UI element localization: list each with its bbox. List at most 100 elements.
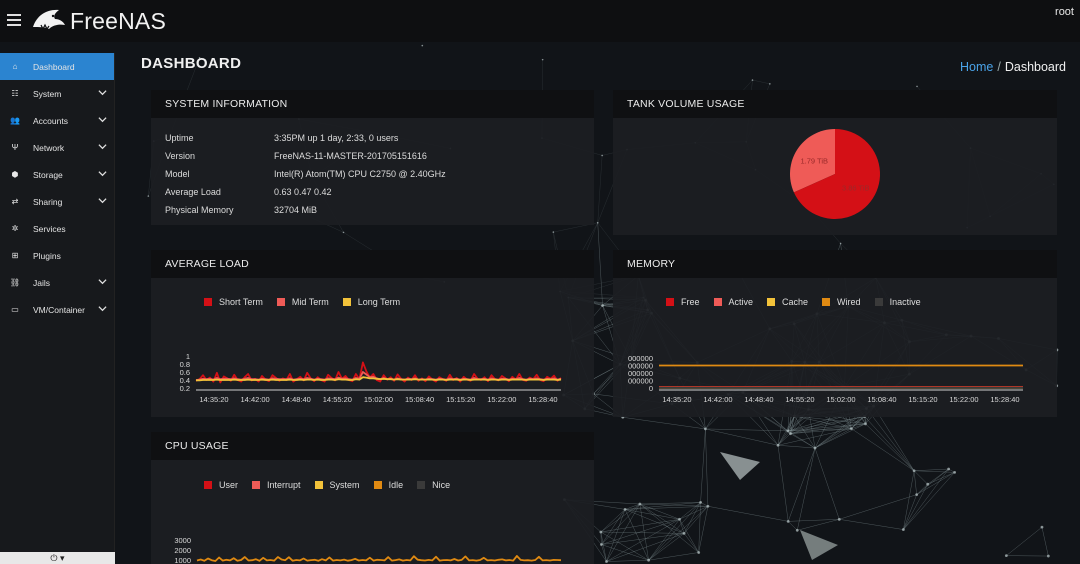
- x-tick-label: 14:55:20: [785, 395, 814, 404]
- legend-swatch: [822, 298, 831, 306]
- pie-slice[interactable]: [790, 129, 835, 193]
- power-menu-button[interactable]: ⏻ ▾: [0, 552, 115, 564]
- legend-swatch: [373, 481, 382, 489]
- sidebar-item-network[interactable]: Ψ Network: [0, 134, 114, 161]
- jail-icon: ⛓: [9, 278, 21, 287]
- system-info-label: Version: [165, 151, 196, 161]
- system-info-label: Physical Memory: [165, 205, 234, 215]
- gear-icon: ✲: [11, 224, 19, 233]
- legend-label: Mid Term: [291, 297, 329, 307]
- x-tick-label: 14:42:00: [241, 395, 270, 404]
- series-line-idle: [196, 555, 562, 562]
- memory-legend: Free Active Cache Wired Inactive: [666, 297, 935, 307]
- breadcrumb-home-link[interactable]: Home: [960, 60, 994, 74]
- monitor-icon: ▭: [11, 305, 19, 314]
- legend-label: Wired: [837, 297, 861, 307]
- legend-label: System: [329, 480, 360, 490]
- y-tick-label: 000000: [628, 369, 653, 378]
- y-tick-label: 0.2: [180, 384, 190, 393]
- y-tick-label: 0.8: [180, 360, 190, 369]
- x-tick-label: 15:28:40: [528, 395, 557, 404]
- legend-item[interactable]: System: [314, 480, 360, 490]
- menu-toggle-icon[interactable]: [7, 14, 21, 26]
- legend-item[interactable]: Wired: [822, 297, 861, 307]
- sidebar-item-label: Storage: [33, 169, 63, 180]
- system-info-row: Average Load 0.63 0.47 0.42: [165, 183, 594, 201]
- legend-item[interactable]: Mid Term: [276, 297, 329, 307]
- average-load-card: AVERAGE LOAD Short Term Mid Term Long Term…: [151, 250, 594, 417]
- legend-label: Cache: [782, 297, 809, 307]
- sidebar-item-vm-container[interactable]: ▭ VM/Container: [0, 296, 114, 323]
- system-information-title: SYSTEM INFORMATION: [151, 90, 594, 118]
- cpu-usage-card: CPU USAGE User Interrupt System Idle Nice 30…: [151, 432, 594, 564]
- y-tick-label: 1000: [174, 556, 191, 564]
- legend-item[interactable]: Short Term: [204, 297, 263, 307]
- x-tick-label: 14:35:20: [199, 395, 228, 404]
- system-info-value: 3:35PM up 1 day, 2:33, 0 users: [274, 133, 399, 143]
- y-tick-label: 000000: [628, 354, 653, 363]
- x-tick-label: 14:35:20: [662, 395, 691, 404]
- system-info-label: Average Load: [165, 187, 221, 197]
- legend-item[interactable]: Idle: [373, 480, 403, 490]
- grid-icon: ⊞: [11, 251, 19, 260]
- pie-slice-label: 1.79 TiB: [800, 157, 828, 166]
- legend-item[interactable]: User: [204, 480, 238, 490]
- chevron-down-icon: [98, 198, 107, 204]
- legend-swatch: [417, 481, 426, 489]
- chevron-down-icon: [98, 171, 107, 177]
- legend-swatch: [767, 298, 776, 306]
- legend-swatch: [276, 298, 285, 306]
- breadcrumb: Home / Dashboard: [960, 60, 1066, 74]
- series-line-long-term: [196, 376, 562, 382]
- legend-label: Inactive: [889, 297, 921, 307]
- legend-item[interactable]: Free: [666, 297, 700, 307]
- sidebar-item-plugins[interactable]: ⊞ Plugins: [0, 242, 114, 269]
- sidebar: ⌂ Dashboard ☷ System 👥 Accounts Ψ Network ⬢ Stora…: [0, 53, 115, 564]
- freenas-logo: FreeNAS: [31, 7, 166, 35]
- sidebar-item-sharing[interactable]: ⇄ Sharing: [0, 188, 114, 215]
- x-tick-label: 15:08:40: [405, 395, 434, 404]
- share-icon: ⇄: [11, 197, 19, 206]
- legend-swatch: [204, 298, 212, 306]
- sidebar-item-label: Plugins: [33, 250, 61, 261]
- x-tick-label: 15:02:00: [826, 395, 855, 404]
- sidebar-item-system[interactable]: ☷ System: [0, 80, 114, 107]
- chevron-down-icon: [98, 117, 107, 123]
- legend-label: Interrupt: [267, 480, 301, 490]
- sidebar-item-storage[interactable]: ⬢ Storage: [0, 161, 114, 188]
- sidebar-item-label: Jails: [33, 277, 51, 288]
- legend-item[interactable]: Cache: [767, 297, 808, 307]
- main-content: DASHBOARD Home / Dashboard SYSTEM INFORMAT…: [116, 42, 1080, 564]
- legend-swatch: [342, 298, 351, 306]
- y-tick-label: 0.6: [180, 368, 190, 377]
- legend-item[interactable]: Active: [713, 297, 753, 307]
- legend-item[interactable]: Interrupt: [252, 480, 301, 490]
- breadcrumb-separator: /: [997, 60, 1001, 74]
- legend-label: Long Term: [357, 297, 401, 307]
- x-tick-label: 15:22:00: [487, 395, 516, 404]
- brand-name: FreeNAS: [70, 7, 166, 34]
- pie-slice[interactable]: [793, 129, 880, 219]
- sidebar-item-accounts[interactable]: 👥 Accounts: [0, 107, 114, 134]
- system-info-row: Version FreeNAS-11-MASTER-201705151616: [165, 147, 594, 165]
- legend-swatch: [713, 298, 722, 306]
- legend-item[interactable]: Long Term: [342, 297, 401, 307]
- legend-item[interactable]: Inactive: [874, 297, 921, 307]
- sidebar-item-services[interactable]: ✲ Services: [0, 215, 114, 242]
- x-tick-label: 14:48:40: [282, 395, 311, 404]
- legend-label: Short Term: [219, 297, 263, 307]
- x-tick-label: 14:48:40: [744, 395, 773, 404]
- y-tick-label: 000000: [628, 362, 653, 371]
- system-info-label: Uptime: [165, 133, 194, 143]
- sidebar-item-dashboard[interactable]: ⌂ Dashboard: [0, 53, 114, 80]
- sidebar-item-label: Accounts: [33, 115, 68, 126]
- chevron-down-icon: [98, 306, 107, 312]
- system-info-row: Uptime 3:35PM up 1 day, 2:33, 0 users: [165, 129, 594, 147]
- sidebar-item-label: System: [33, 88, 62, 99]
- user-menu[interactable]: root: [1055, 6, 1074, 18]
- x-tick-label: 14:42:00: [703, 395, 732, 404]
- sidebar-item-jails[interactable]: ⛓ Jails: [0, 269, 114, 296]
- memory-title: MEMORY: [613, 250, 1057, 278]
- legend-item[interactable]: Nice: [417, 480, 450, 490]
- legend-label: User: [219, 480, 239, 490]
